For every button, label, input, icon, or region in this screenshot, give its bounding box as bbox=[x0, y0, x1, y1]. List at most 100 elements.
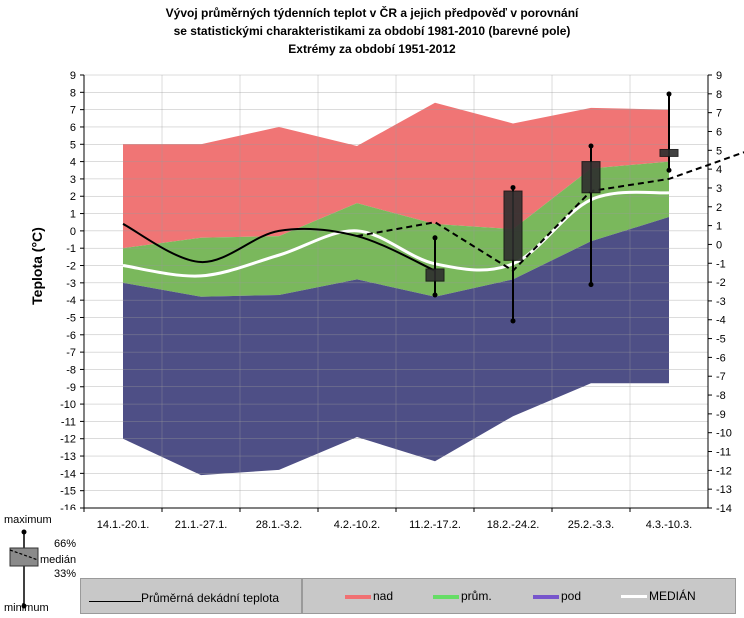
y-tick-label-left: -8 bbox=[66, 364, 76, 376]
forecast-box bbox=[581, 161, 601, 194]
y-tick-label-right: -1 bbox=[716, 258, 726, 270]
legend-observed: Průměrná dekádní teplota bbox=[80, 578, 302, 614]
y-tick-label-right: 8 bbox=[716, 89, 722, 101]
observed-line bbox=[122, 223, 436, 272]
y-tick-label-left: -15 bbox=[60, 486, 76, 498]
key-median: medián bbox=[40, 554, 77, 566]
y-tick-label-right: 5 bbox=[716, 145, 722, 157]
y-tick-label-left: -9 bbox=[66, 382, 76, 394]
y-tick-label-left: -7 bbox=[66, 347, 76, 359]
title-line-2: se statistickými charakteristikami za ob… bbox=[173, 24, 571, 38]
key-minimum: minimum bbox=[4, 602, 49, 614]
forecast-min-dot bbox=[666, 167, 672, 173]
forecast-min-dot bbox=[432, 292, 438, 298]
legend-swatch-pod bbox=[533, 595, 559, 599]
legend-bands: nad prům. pod MEDIÁN bbox=[302, 578, 736, 614]
title-line-3: Extrémy za období 1951-2012 bbox=[288, 42, 456, 56]
median-line bbox=[122, 190, 670, 278]
key-box bbox=[9, 547, 39, 567]
y-tick-label-left: 5 bbox=[70, 139, 76, 151]
y-tick-label-left: -3 bbox=[66, 278, 76, 290]
forecast-min-dot bbox=[510, 318, 516, 324]
x-tick-label: 4.3.-10.3. bbox=[646, 519, 692, 531]
y-tick-label-left: 3 bbox=[70, 174, 76, 186]
y-tick-label-left: -6 bbox=[66, 330, 76, 342]
y-tick-label-right: -14 bbox=[716, 503, 732, 515]
y-tick-label-right: 0 bbox=[716, 239, 722, 251]
y-tick-label-left: 0 bbox=[70, 226, 76, 238]
key-66: 66% bbox=[54, 538, 77, 550]
y-tick-label-left: -2 bbox=[66, 261, 76, 273]
y-tick-label-right: -8 bbox=[716, 390, 726, 402]
y-tick-label-right: -4 bbox=[716, 315, 726, 327]
y-tick-label-right: 2 bbox=[716, 202, 722, 214]
key-33: 33% bbox=[54, 568, 77, 580]
y-tick-label-left: -4 bbox=[66, 295, 76, 307]
y-tick-label-right: 3 bbox=[716, 183, 722, 195]
y-tick-label-right: -5 bbox=[716, 334, 726, 346]
chart-title: Vývoj průměrných týdenních teplot v ČR a… bbox=[0, 4, 744, 58]
y-tick-label-left: 8 bbox=[70, 87, 76, 99]
forecast-max-dot bbox=[666, 91, 672, 97]
y-tick-label-right: -13 bbox=[716, 484, 732, 496]
key-max-dot bbox=[21, 529, 27, 535]
legend-swatch-prum bbox=[433, 595, 459, 599]
axes: -16-15-14-13-12-11-10-9-8-7-6-5-4-3-2-10… bbox=[60, 70, 732, 531]
y-tick-label-right: -12 bbox=[716, 465, 732, 477]
legend-label-median: MEDIÁN bbox=[649, 589, 696, 603]
box-key: maximum 66% medián 33% minimum bbox=[0, 510, 78, 618]
y-tick-label-left: 7 bbox=[70, 105, 76, 117]
temperature-chart: -16-15-14-13-12-11-10-9-8-7-6-5-4-3-2-10… bbox=[29, 70, 744, 531]
x-tick-label: 18.2.-24.2. bbox=[487, 519, 540, 531]
y-tick-label-right: -2 bbox=[716, 277, 726, 289]
forecast-box bbox=[659, 148, 679, 157]
y-tick-label-right: 4 bbox=[716, 164, 722, 176]
legend-swatch-nad bbox=[345, 595, 371, 599]
forecast-box bbox=[503, 190, 523, 261]
x-tick-label: 11.2.-17.2. bbox=[409, 519, 461, 531]
y-tick-label-right: -7 bbox=[716, 371, 726, 383]
y-tick-label-right: -6 bbox=[716, 352, 726, 364]
forecast-line bbox=[356, 151, 744, 272]
y-tick-label-left: -11 bbox=[61, 416, 76, 428]
x-tick-label: 28.1.-3.2. bbox=[256, 519, 302, 531]
forecast-max-dot bbox=[588, 143, 594, 149]
title-line-1: Vývoj průměrných týdenních teplot v ČR a… bbox=[165, 6, 579, 20]
forecast-max-dot bbox=[432, 235, 438, 241]
x-tick-label: 25.2.-3.3. bbox=[568, 519, 614, 531]
y-tick-label-left: -14 bbox=[60, 468, 76, 480]
forecast-min-dot bbox=[588, 282, 594, 288]
legend-swatch-median bbox=[621, 595, 647, 598]
series bbox=[122, 91, 744, 324]
box-key-graphic bbox=[9, 529, 39, 609]
legend-label-prum: prům. bbox=[461, 589, 492, 603]
key-maximum: maximum bbox=[4, 514, 52, 526]
y-tick-label-left: -13 bbox=[60, 451, 76, 463]
y-tick-label-left: 1 bbox=[70, 209, 76, 221]
x-tick-label: 21.1.-27.1. bbox=[175, 519, 228, 531]
forecast-box bbox=[425, 268, 445, 282]
x-tick-label: 4.2.-10.2. bbox=[334, 519, 380, 531]
y-tick-label-right: -9 bbox=[716, 409, 726, 421]
legend-observed-line bbox=[89, 601, 141, 602]
y-tick-label-left: 9 bbox=[70, 70, 76, 82]
y-tick-label-right: 7 bbox=[716, 108, 722, 120]
legend-observed-label: Průměrná dekádní teplota bbox=[141, 591, 280, 605]
x-tick-label: 14.1.-20.1. bbox=[97, 519, 150, 531]
y-tick-label-left: -1 bbox=[66, 243, 76, 255]
y-tick-label-left: 6 bbox=[70, 122, 76, 134]
y-tick-label-left: -10 bbox=[60, 399, 76, 411]
y-tick-label-right: -3 bbox=[716, 296, 726, 308]
y-tick-label-left: 2 bbox=[70, 191, 76, 203]
y-tick-label-left: -12 bbox=[60, 434, 76, 446]
key-min-dot bbox=[21, 603, 27, 609]
forecast-max-dot bbox=[510, 185, 516, 191]
legend-label-nad: nad bbox=[373, 589, 394, 603]
y-tick-label-right: -10 bbox=[716, 428, 732, 440]
y-tick-label-left: 4 bbox=[70, 157, 76, 169]
y-tick-label-right: 1 bbox=[716, 221, 722, 233]
y-tick-label-right: 9 bbox=[716, 70, 722, 82]
y-tick-label-right: -11 bbox=[716, 447, 731, 459]
legend-label-pod: pod bbox=[561, 589, 582, 603]
y-tick-label-left: -5 bbox=[66, 312, 76, 324]
